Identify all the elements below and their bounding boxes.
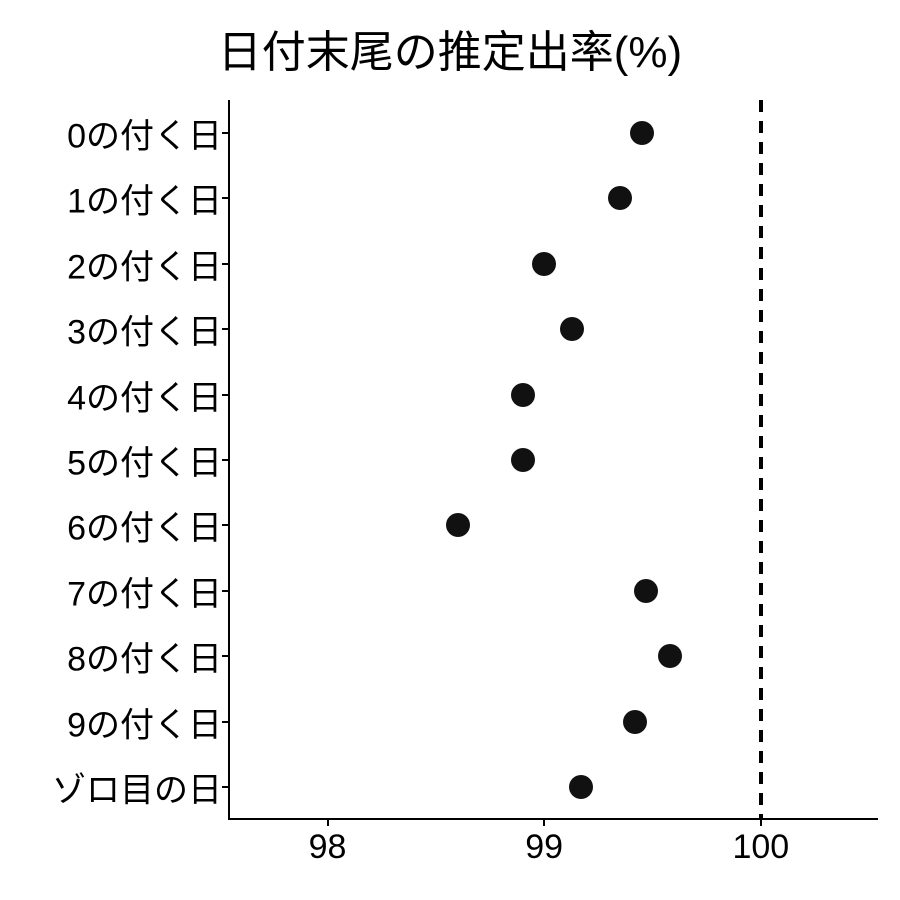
data-point xyxy=(658,644,682,668)
x-tick-label: 99 xyxy=(525,818,563,867)
data-point xyxy=(623,710,647,734)
y-tick-label: 8の付く日 xyxy=(67,632,230,681)
y-tick-label: 7の付く日 xyxy=(67,566,230,615)
y-tick-label: 6の付く日 xyxy=(67,501,230,550)
y-tick-label: 0の付く日 xyxy=(67,108,230,157)
data-point xyxy=(511,448,535,472)
y-tick-label: 9の付く日 xyxy=(67,697,230,746)
y-tick-label: 3の付く日 xyxy=(67,305,230,354)
reference-line xyxy=(759,100,763,818)
data-point xyxy=(634,579,658,603)
data-point xyxy=(569,775,593,799)
chart-container: 日付末尾の推定出率(%) 98991000の付く日1の付く日2の付く日3の付く日… xyxy=(0,0,900,900)
data-point xyxy=(630,121,654,145)
data-point xyxy=(608,186,632,210)
data-point xyxy=(511,383,535,407)
plot-area: 98991000の付く日1の付く日2の付く日3の付く日4の付く日5の付く日6の付… xyxy=(228,100,878,820)
y-tick-label: 1の付く日 xyxy=(67,174,230,223)
data-point xyxy=(532,252,556,276)
x-tick-label: 98 xyxy=(309,818,347,867)
y-tick-label: ゾロ目の日 xyxy=(52,763,230,812)
y-tick-label: 4の付く日 xyxy=(67,370,230,419)
data-point xyxy=(446,513,470,537)
chart-title: 日付末尾の推定出率(%) xyxy=(0,16,900,80)
y-tick-label: 2の付く日 xyxy=(67,239,230,288)
y-tick-label: 5の付く日 xyxy=(67,436,230,485)
data-point xyxy=(560,317,584,341)
x-tick-label: 100 xyxy=(732,818,789,867)
